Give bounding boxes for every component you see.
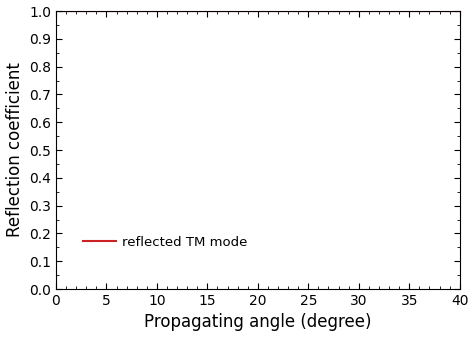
reflected TM mode <box>53 9 59 13</box>
reflected TM mode <box>226 9 232 13</box>
Y-axis label: Reflection coefficient: Reflection coefficient <box>6 63 24 238</box>
X-axis label: Propagating angle (degree): Propagating angle (degree) <box>144 313 372 332</box>
reflected TM mode <box>445 9 450 13</box>
reflected TM mode <box>245 9 251 13</box>
Legend: reflected TM mode: reflected TM mode <box>83 236 248 249</box>
reflected TM mode <box>457 9 463 13</box>
reflected TM mode <box>346 9 352 13</box>
reflected TM mode <box>424 9 430 13</box>
reflected TM mode <box>223 9 228 13</box>
